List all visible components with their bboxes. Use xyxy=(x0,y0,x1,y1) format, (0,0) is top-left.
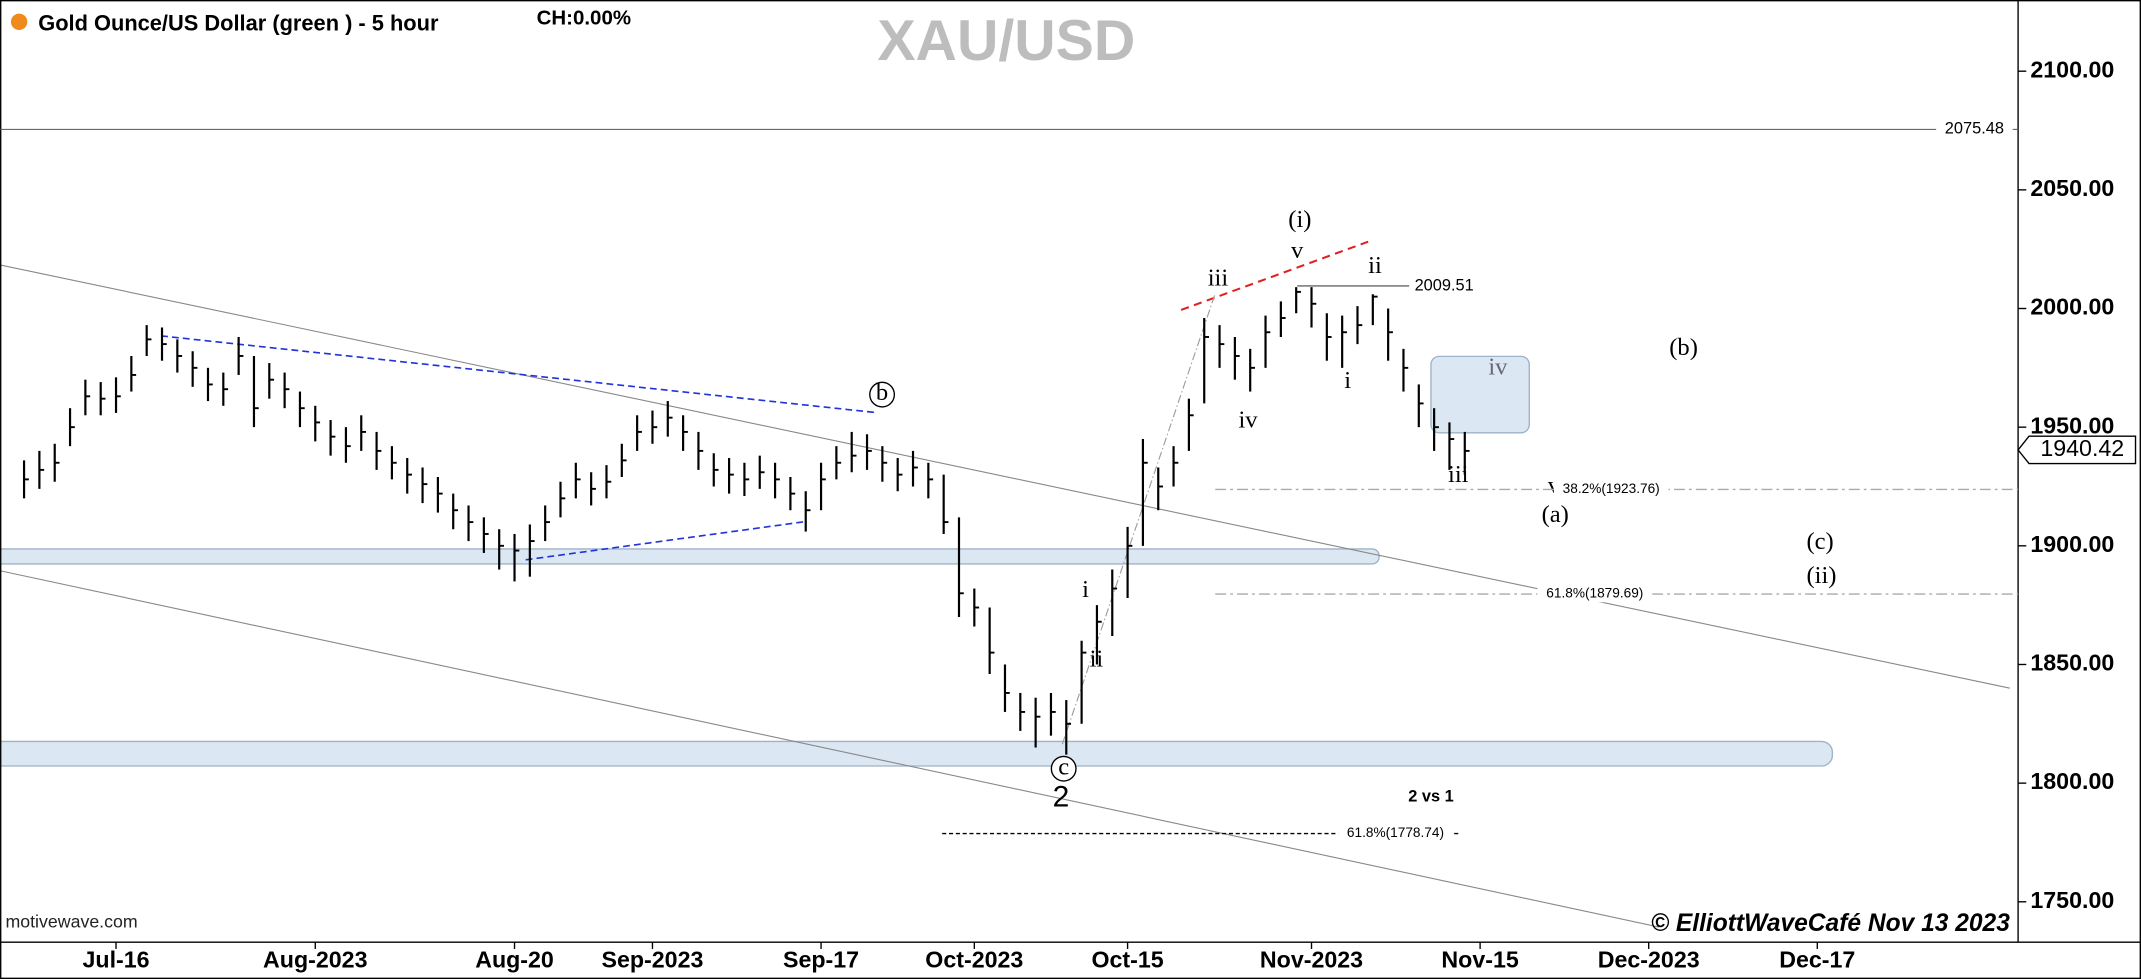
y-tick-label: 2100.00 xyxy=(2030,56,2114,82)
last-price-tag xyxy=(2017,435,2137,465)
y-tick-label: 1800.00 xyxy=(2030,768,2114,794)
wave-label: (b) xyxy=(1669,334,1698,361)
channel-line xyxy=(0,264,2011,689)
y-tick-label: 1750.00 xyxy=(2030,887,2114,913)
wave-label: (ii) xyxy=(1806,562,1836,589)
wave-label: iv xyxy=(1238,407,1258,434)
x-tick-label: Sep-17 xyxy=(783,946,859,972)
wave-label: i xyxy=(1344,367,1351,394)
fib-label: 61.8%(1879.69) xyxy=(1546,586,1643,601)
level-label-bg xyxy=(1936,118,2013,141)
note: 2 vs 1 xyxy=(1408,788,1454,806)
x-tick-label: Dec-2023 xyxy=(1598,946,1700,972)
x-tick-label: Jul-16 xyxy=(82,946,149,972)
support-zone xyxy=(0,548,1380,565)
wave-label: 2 xyxy=(1053,781,1070,814)
wave-circle xyxy=(1050,755,1077,782)
wave-label: iii xyxy=(1448,461,1469,488)
status-dot xyxy=(10,13,28,31)
wave-label: b xyxy=(876,379,888,406)
support-zone xyxy=(0,740,1834,767)
wave-label: (a) xyxy=(1542,501,1569,528)
x-tick-label: Sep-2023 xyxy=(602,946,704,972)
y-tick-label: 1850.00 xyxy=(2030,650,2114,676)
y-tick-label: 1900.00 xyxy=(2030,531,2114,557)
fib-label: 38.2%(1923.76) xyxy=(1563,481,1660,496)
fib-label: 61.8%(1778.74) xyxy=(1347,825,1444,840)
wave-label: v xyxy=(1291,237,1304,264)
copyright: © ElliottWaveCafé Nov 13 2023 xyxy=(1651,910,2010,937)
x-tick-label: Aug-2023 xyxy=(263,946,368,972)
x-tick-label: Aug-20 xyxy=(475,946,554,972)
wave-guide xyxy=(1061,293,1216,745)
wave-label: c xyxy=(1058,753,1069,780)
x-tick-label: Oct-15 xyxy=(1091,946,1163,972)
x-tick-label: Oct-2023 xyxy=(925,946,1023,972)
fib-label-bg xyxy=(1338,825,1453,842)
target-box xyxy=(1430,355,1530,434)
last-price-label: 1940.42 xyxy=(2040,435,2124,461)
y-tick-label: 2050.00 xyxy=(2030,175,2114,201)
wave-label: iii xyxy=(1208,265,1229,292)
chart-title: Gold Ounce/US Dollar (green ) - 5 hour xyxy=(38,10,439,35)
trend-line xyxy=(525,520,806,561)
y-tick-label: 1950.00 xyxy=(2030,412,2114,438)
channel-line xyxy=(0,570,1660,928)
x-tick-label: Nov-15 xyxy=(1441,946,1518,972)
source-label: motivewave.com xyxy=(5,912,137,932)
y-tick-label: 2000.00 xyxy=(2030,294,2114,320)
level-label: 2075.48 xyxy=(1945,120,2004,138)
fib-label-bg xyxy=(1553,481,1669,498)
wave-label: (c) xyxy=(1806,528,1833,555)
trend-line xyxy=(1180,240,1369,311)
x-tick-label: Dec-17 xyxy=(1779,946,1855,972)
wave-label: (i) xyxy=(1288,206,1311,233)
symbol-watermark: XAU/USD xyxy=(877,9,1135,73)
x-tick-label: Nov-2023 xyxy=(1260,946,1363,972)
level-label: 2009.51 xyxy=(1415,276,1474,294)
wave-label: i xyxy=(1082,576,1089,603)
wave-circle xyxy=(869,381,896,408)
wave-label: iv xyxy=(1488,353,1508,380)
change-label: CH:0.00% xyxy=(537,7,631,30)
wave-label: ii xyxy=(1368,252,1382,279)
fib-label-bg xyxy=(1537,585,1653,603)
